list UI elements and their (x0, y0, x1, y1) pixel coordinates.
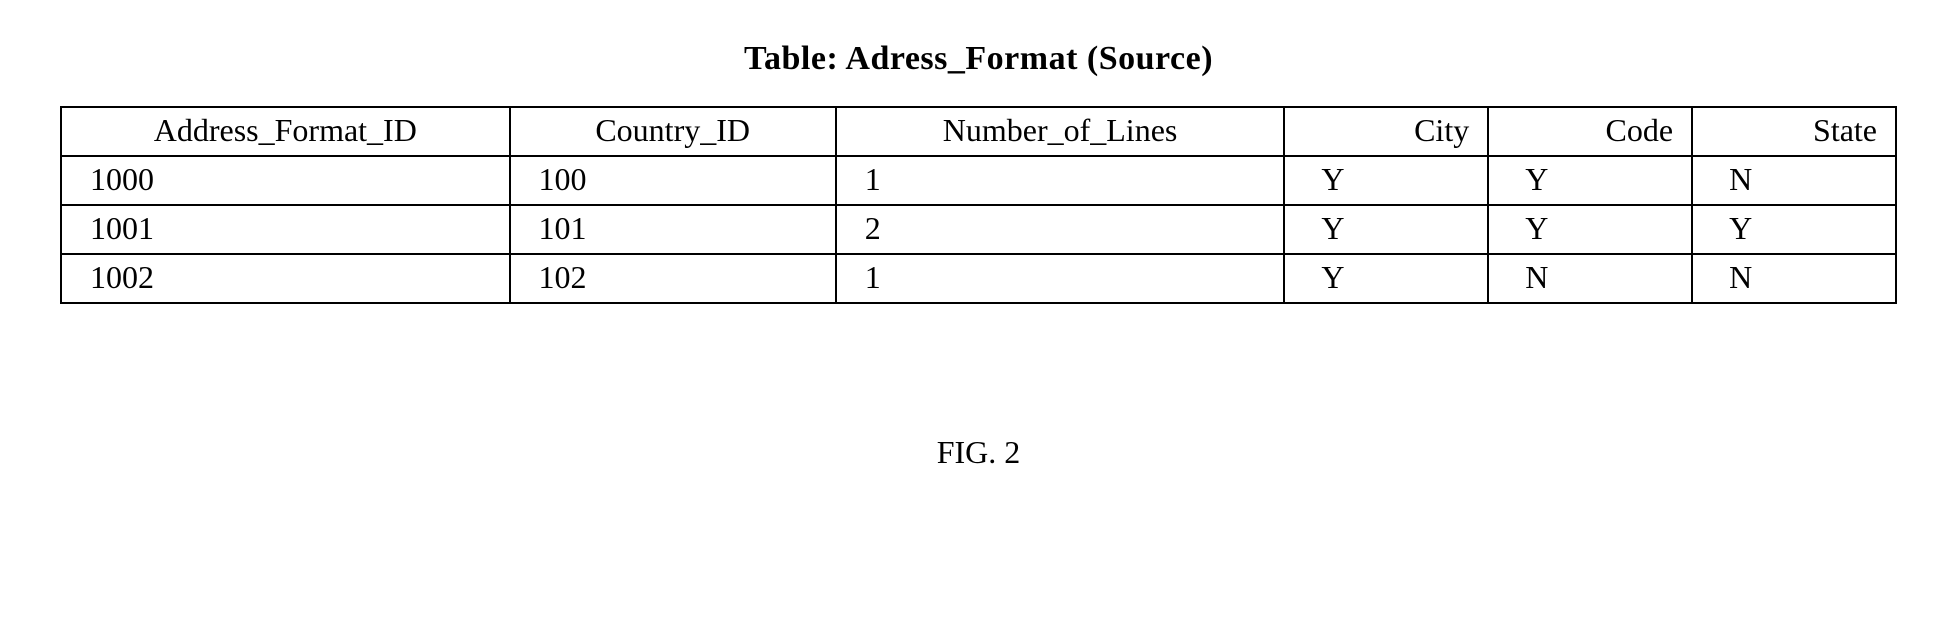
table-header-row: Address_Format_ID Country_ID Number_of_L… (61, 107, 1896, 156)
cell-code: Y (1488, 205, 1692, 254)
cell-city: Y (1284, 205, 1488, 254)
cell-address-format-id: 1001 (61, 205, 510, 254)
cell-country-id: 100 (510, 156, 836, 205)
col-header-code: Code (1488, 107, 1692, 156)
col-header-number-of-lines: Number_of_Lines (836, 107, 1285, 156)
cell-number-of-lines: 2 (836, 205, 1285, 254)
table-row: 1000 100 1 Y Y N (61, 156, 1896, 205)
cell-country-id: 101 (510, 205, 836, 254)
col-header-address-format-id: Address_Format_ID (61, 107, 510, 156)
table-title: Table: Adress_Format (Source) (60, 40, 1897, 78)
col-header-city: City (1284, 107, 1488, 156)
cell-state: N (1692, 156, 1896, 205)
cell-state: N (1692, 254, 1896, 303)
cell-address-format-id: 1000 (61, 156, 510, 205)
cell-state: Y (1692, 205, 1896, 254)
address-format-table: Address_Format_ID Country_ID Number_of_L… (60, 106, 1897, 304)
cell-city: Y (1284, 156, 1488, 205)
cell-address-format-id: 1002 (61, 254, 510, 303)
cell-code: N (1488, 254, 1692, 303)
cell-code: Y (1488, 156, 1692, 205)
col-header-state: State (1692, 107, 1896, 156)
table-row: 1001 101 2 Y Y Y (61, 205, 1896, 254)
cell-city: Y (1284, 254, 1488, 303)
cell-number-of-lines: 1 (836, 254, 1285, 303)
cell-country-id: 102 (510, 254, 836, 303)
table-row: 1002 102 1 Y N N (61, 254, 1896, 303)
cell-number-of-lines: 1 (836, 156, 1285, 205)
col-header-country-id: Country_ID (510, 107, 836, 156)
figure-label: FIG. 2 (60, 434, 1897, 471)
